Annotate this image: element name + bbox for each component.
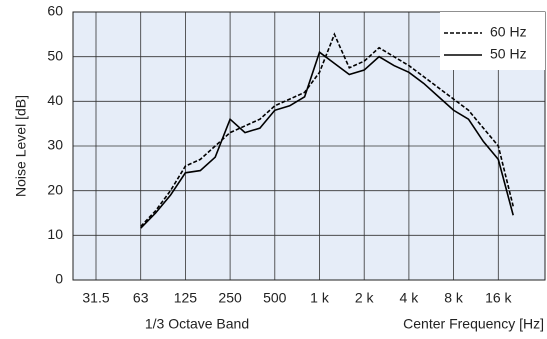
x-tick-label: 16 k xyxy=(485,290,512,306)
plot-frame xyxy=(72,11,546,281)
y-tick-label: 50 xyxy=(47,47,63,63)
x-tick-label: 125 xyxy=(174,290,198,306)
x-axis-unit: Center Frequency [Hz] xyxy=(403,316,544,332)
legend-box xyxy=(440,12,545,70)
x-tick-label: 1 k xyxy=(310,290,330,306)
x-tick-label: 31.5 xyxy=(82,290,109,306)
legend-label: 60 Hz xyxy=(490,24,527,40)
y-tick-label: 10 xyxy=(47,226,63,242)
x-axis-title: 1/3 Octave Band xyxy=(145,316,249,332)
y-tick-label: 60 xyxy=(47,3,63,19)
x-tick-label: 250 xyxy=(218,290,242,306)
y-tick-label: 40 xyxy=(47,92,63,108)
x-tick-label: 8 k xyxy=(444,290,464,306)
y-tick-label: 30 xyxy=(47,137,63,153)
x-tick-label: 4 k xyxy=(400,290,420,306)
legend-label: 50 Hz xyxy=(490,46,527,62)
y-axis-title: Noise Level [dB] xyxy=(13,95,29,197)
series-line xyxy=(140,50,514,229)
y-tick-label: 20 xyxy=(47,181,63,197)
y-tick-label: 0 xyxy=(55,271,63,287)
x-tick-label: 2 k xyxy=(355,290,375,306)
x-tick-label: 500 xyxy=(263,290,287,306)
x-tick-label: 63 xyxy=(133,290,149,306)
